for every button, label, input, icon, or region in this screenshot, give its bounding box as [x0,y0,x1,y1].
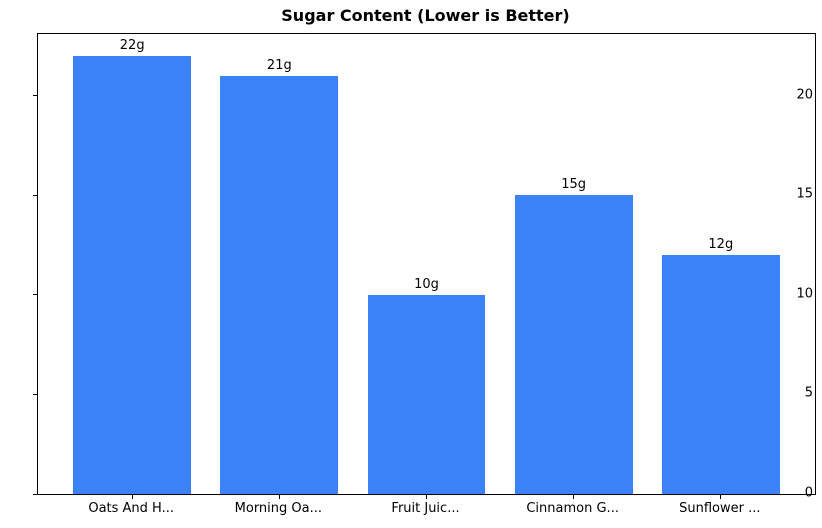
y-axis-tick [33,194,38,196]
y-axis-tick-label: 15 [796,186,813,202]
x-axis-tick [278,494,280,499]
bar-value-label: 15g [561,177,587,193]
x-axis-category-label: Morning Oa... [234,501,323,516]
bar-value-label: 22g [119,37,145,53]
x-axis-tick [131,494,133,499]
x-axis-category-label: Cinnamon G... [526,501,619,516]
y-axis-tick-label: 10 [796,286,813,302]
y-axis-tick-label: 20 [796,87,813,103]
x-axis-tick [573,494,575,499]
bar [514,195,633,494]
y-axis-tick [33,393,38,395]
plot-area: 22g 21g 10g 15g 12g [33,33,816,499]
y-axis-tick-label: 0 [804,485,813,501]
x-axis-category-label: Sunflower ... [679,501,761,516]
bar-value-label: 12g [708,237,734,253]
bar [73,55,192,494]
bar-value-label: 21g [266,57,292,73]
bar [367,294,486,494]
y-axis-tick [33,493,38,495]
x-axis-category-label: Fruit Juic... [391,501,460,516]
y-axis-tick-label: 5 [804,385,813,401]
y-axis-tick [33,294,38,296]
chart-title: Sugar Content (Lower is Better) [281,6,570,25]
x-axis-tick [720,494,722,499]
y-axis-tick [33,95,38,97]
x-axis-category-label: Oats And H... [88,501,175,516]
x-axis-tick [426,494,427,499]
bar [661,255,780,494]
bar-value-label: 10g [414,276,439,292]
bar [220,75,339,494]
